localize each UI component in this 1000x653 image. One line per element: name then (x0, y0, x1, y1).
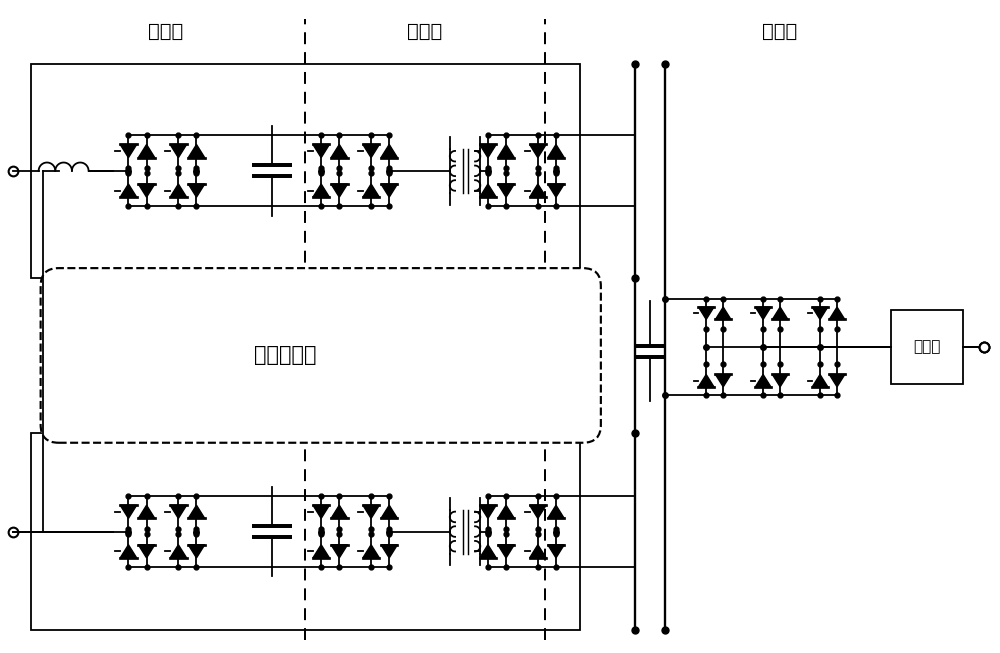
Text: 隔离级: 隔离级 (407, 22, 443, 41)
Polygon shape (715, 307, 731, 319)
Polygon shape (812, 374, 828, 387)
Text: 整流级: 整流级 (148, 22, 183, 41)
Polygon shape (548, 545, 564, 558)
Polygon shape (331, 144, 348, 157)
Polygon shape (698, 374, 714, 387)
Polygon shape (331, 505, 348, 518)
Polygon shape (530, 545, 546, 558)
Polygon shape (480, 144, 496, 157)
Polygon shape (698, 307, 714, 319)
Polygon shape (530, 184, 546, 197)
Polygon shape (188, 545, 205, 558)
Polygon shape (138, 505, 155, 518)
Polygon shape (313, 184, 329, 197)
FancyBboxPatch shape (891, 310, 963, 385)
Polygon shape (548, 184, 564, 197)
Polygon shape (772, 307, 788, 319)
Polygon shape (498, 545, 514, 558)
Polygon shape (313, 144, 329, 157)
Polygon shape (381, 144, 397, 157)
Polygon shape (331, 545, 348, 558)
Polygon shape (170, 184, 187, 197)
Polygon shape (480, 505, 496, 518)
Text: 级联子单元: 级联子单元 (254, 345, 317, 366)
Polygon shape (120, 184, 137, 197)
Polygon shape (829, 307, 845, 319)
Polygon shape (138, 184, 155, 197)
Polygon shape (120, 505, 137, 518)
Polygon shape (188, 184, 205, 197)
Polygon shape (313, 505, 329, 518)
Text: 滤波器: 滤波器 (914, 340, 941, 355)
Polygon shape (313, 545, 329, 558)
Polygon shape (715, 374, 731, 387)
Polygon shape (548, 144, 564, 157)
Polygon shape (772, 374, 788, 387)
Polygon shape (170, 545, 187, 558)
Polygon shape (829, 374, 845, 387)
Polygon shape (170, 505, 187, 518)
Polygon shape (363, 505, 379, 518)
Polygon shape (480, 184, 496, 197)
FancyBboxPatch shape (41, 268, 601, 443)
Polygon shape (138, 144, 155, 157)
Polygon shape (381, 545, 397, 558)
Polygon shape (331, 184, 348, 197)
Polygon shape (381, 505, 397, 518)
Polygon shape (498, 144, 514, 157)
Polygon shape (363, 144, 379, 157)
Polygon shape (363, 545, 379, 558)
Polygon shape (530, 144, 546, 157)
Polygon shape (480, 545, 496, 558)
Polygon shape (120, 545, 137, 558)
Polygon shape (530, 505, 546, 518)
Polygon shape (755, 307, 771, 319)
Polygon shape (170, 144, 187, 157)
Polygon shape (381, 184, 397, 197)
Polygon shape (138, 545, 155, 558)
Polygon shape (548, 505, 564, 518)
Polygon shape (363, 184, 379, 197)
Polygon shape (498, 505, 514, 518)
Polygon shape (498, 184, 514, 197)
Polygon shape (188, 505, 205, 518)
Polygon shape (812, 307, 828, 319)
Polygon shape (188, 144, 205, 157)
Text: 逆变级: 逆变级 (762, 22, 797, 41)
Polygon shape (755, 374, 771, 387)
Polygon shape (120, 144, 137, 157)
